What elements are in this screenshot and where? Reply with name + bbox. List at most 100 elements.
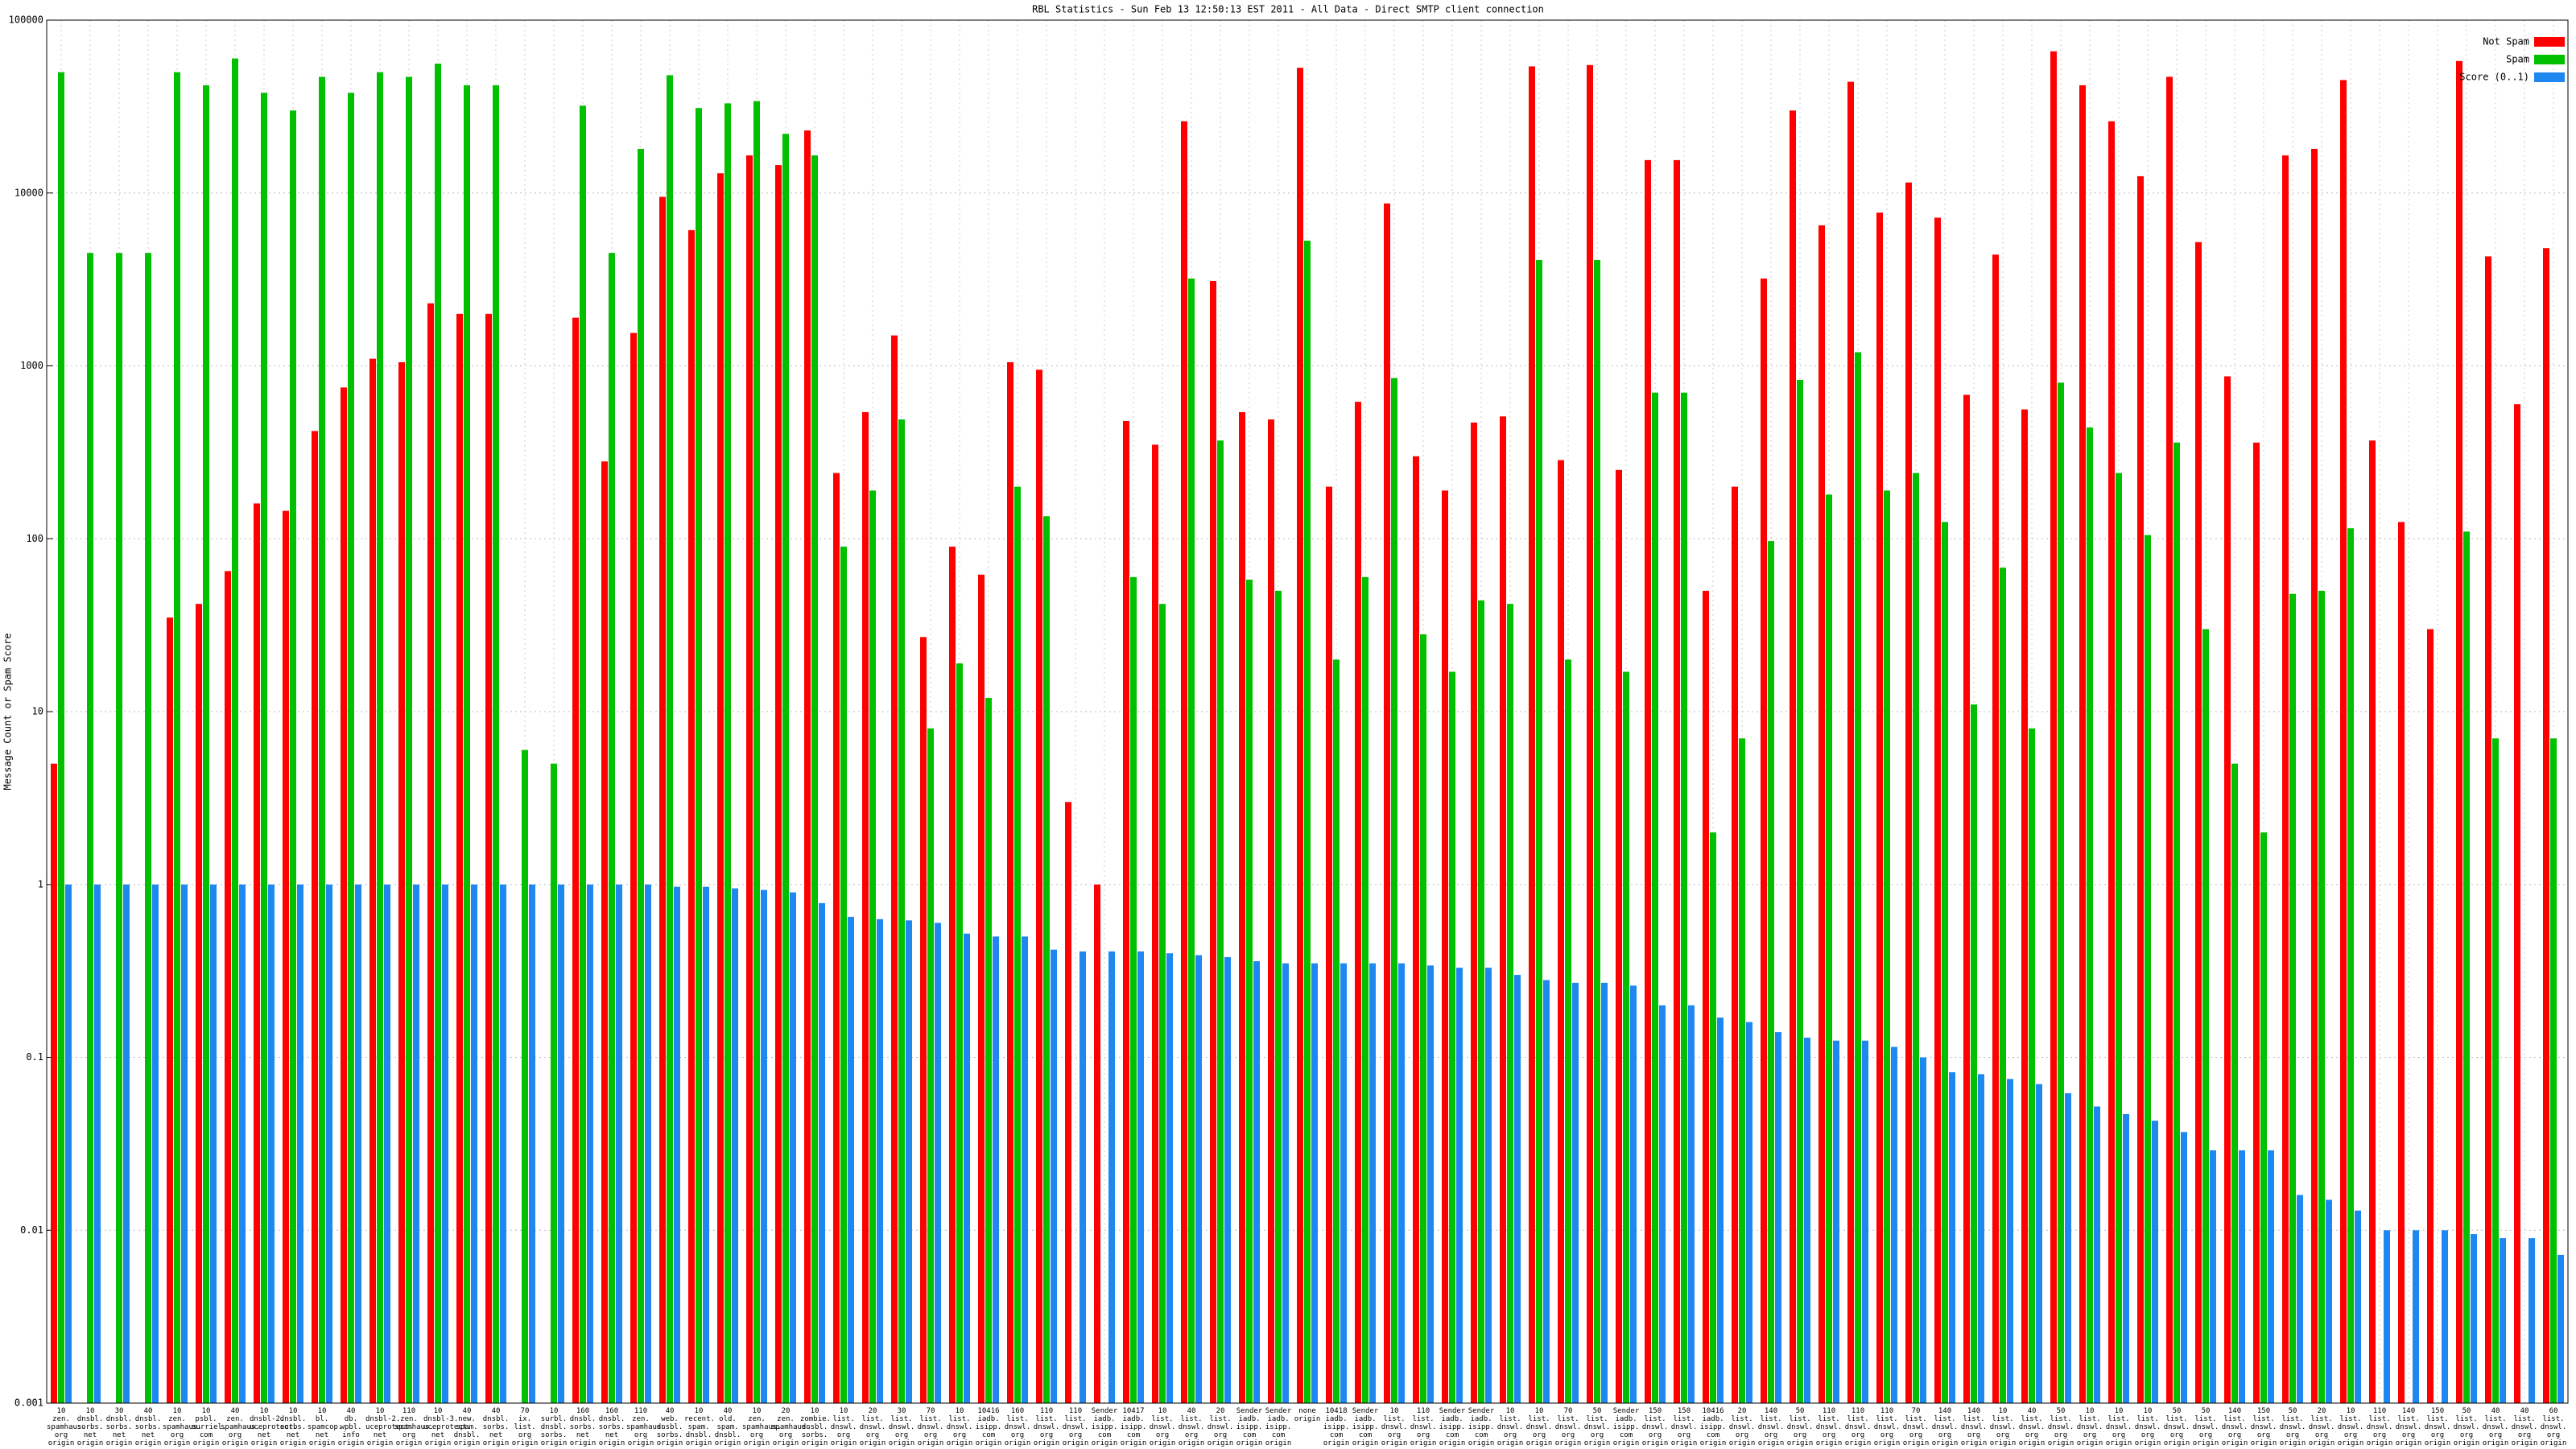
bar [2427,629,2434,1403]
x-tick-label: 40 db. wpbl. info origin [337,1407,365,1447]
bar [1536,259,1542,1403]
bar [819,902,825,1403]
bar [181,884,188,1403]
bar [94,884,101,1403]
bar [1934,217,1941,1404]
bar [427,303,434,1403]
x-tick-label: Sender iadb. isipp. com origin [1612,1407,1640,1447]
bar [638,148,644,1404]
legend-swatch [2534,55,2565,64]
x-tick-label: Sender iadb. isipp. com origin [1091,1407,1118,1447]
bar [2260,832,2267,1403]
bar [609,253,615,1403]
x-tick-label: Sender iadb. isipp. com origin [1468,1407,1495,1447]
x-tick-label: 10 recent. spam. dnsbl. origin [684,1407,715,1447]
bar [1478,600,1484,1403]
bar [2340,80,2347,1403]
bar [196,604,202,1403]
bar [1188,279,1195,1403]
bar [2456,60,2462,1404]
bar [1565,659,1571,1403]
bar [464,85,470,1403]
x-tick-label: 110 list. dnswl. org origin [1844,1407,1872,1447]
bar [152,884,159,1403]
bar [1739,738,1745,1403]
bar [1659,1005,1666,1403]
legend-label: Score (0..1) [2459,72,2529,83]
bar [1775,1032,1781,1403]
bar [1485,968,1492,1403]
bar [1391,378,1397,1404]
bar [2152,1121,2158,1403]
x-tick-label: 10416 iadb. isipp. com origin [1699,1407,1727,1447]
bar [297,884,303,1403]
bar [1855,352,1861,1403]
bar [2384,1230,2390,1403]
bar [1268,419,1274,1403]
bar [2253,442,2260,1403]
bar [1427,965,1434,1403]
bar [1311,963,1318,1403]
x-tick-label: 140 list. dnswl. org origin [2395,1407,2422,1447]
x-tick-label: 160 dnsbl. sorbs. net origin [598,1407,625,1447]
bar [920,637,927,1403]
bar [848,916,854,1403]
x-tick-label: none origin [1294,1407,1321,1423]
bar [1413,456,1419,1403]
bar [746,155,753,1404]
bar [87,253,93,1403]
x-tick-label: 20 zen. spamhaus. org origin [771,1407,811,1447]
x-tick-label: 10 zombie. dnsbl. sorbs. origin [800,1407,831,1447]
x-tick-label: 160 dnsbl. sorbs. net origin [569,1407,597,1447]
bar [1601,982,1608,1403]
bar [522,749,528,1403]
bar [1804,1038,1810,1403]
bar [2239,1150,2245,1403]
x-tick-label: 50 list. dnswl. org origin [2453,1407,2480,1447]
y-tick-label: 10 [32,706,43,717]
bar [1732,486,1738,1404]
x-tick-label: 50 list. dnswl. org origin [2163,1407,2190,1447]
y-tick-label: 1000 [20,360,43,371]
bar [601,461,608,1403]
bar [1442,490,1448,1403]
bar [1152,444,1158,1403]
x-tick-label: 150 list. dnswl. org origin [1641,1407,1669,1447]
bar [500,884,506,1403]
bar [1384,203,1390,1403]
x-tick-label: 10 list. dnswl. org origin [1989,1407,2017,1447]
bar [51,763,57,1403]
bar [493,85,499,1403]
bar [1818,225,1825,1403]
x-tick-label: 40 dnsbl. sorbs. net origin [482,1407,510,1447]
bar [703,886,709,1403]
bar [2036,1084,2042,1403]
bar [1572,982,1579,1403]
bar [696,108,702,1403]
x-tick-label: 10 list. dnswl. org origin [2337,1407,2364,1447]
bar [123,884,130,1403]
bar [1681,392,1687,1404]
bar [398,361,405,1403]
bar [2065,1093,2071,1403]
bar [1137,951,1144,1403]
x-tick-label: 10 surbl. dnsbl. sorbs. origin [540,1407,568,1447]
x-tick-label: 110 list. dnswl. org origin [1033,1407,1060,1447]
bar [1181,121,1187,1403]
bar [1014,486,1021,1404]
bar [369,358,376,1403]
bar [485,313,492,1404]
bar [1978,1074,1984,1403]
x-tick-label: 20 list. dnswl. org origin [1207,1407,1234,1447]
bar [1992,254,1999,1403]
x-tick-label: 10 list. dnswl. org origin [1381,1407,1408,1447]
x-tick-label: 70 ix. list. org origin [511,1407,539,1447]
bar [1949,1072,1955,1403]
bar [1703,590,1709,1403]
bar [2268,1150,2274,1403]
bar [790,892,796,1403]
bar [775,165,782,1404]
x-tick-label: 140 list. dnswl. org origin [2221,1407,2248,1447]
